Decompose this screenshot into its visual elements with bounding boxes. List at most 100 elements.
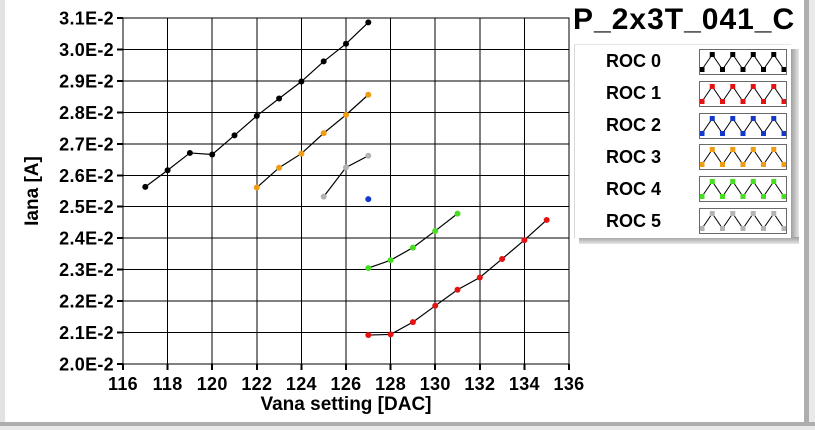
window-border-right — [804, 0, 809, 430]
data-point-roc-3 — [343, 111, 349, 118]
x-tick-label: 118 — [153, 374, 183, 394]
waveform-marker — [700, 130, 705, 136]
data-point-roc-5 — [365, 152, 372, 159]
data-point-roc-1 — [432, 302, 439, 309]
y-tick-label: 2.2E-2 — [59, 292, 114, 312]
waveform-marker — [730, 147, 736, 153]
waveform-marker — [700, 162, 705, 168]
waveform-marker — [750, 115, 756, 121]
legend-label-roc-1: ROC 1 — [606, 83, 662, 104]
roc-waveform-icon[interactable] — [699, 112, 787, 139]
roc-waveform-icon[interactable] — [699, 144, 787, 171]
waveform-marker — [740, 226, 746, 232]
data-point-roc-0 — [276, 95, 283, 102]
roc-waveform-icon[interactable] — [699, 176, 787, 203]
waveform-marker — [709, 179, 715, 185]
legend-panel-shadow-bottom — [579, 237, 799, 244]
x-tick-label: 130 — [420, 374, 451, 394]
waveform-marker — [761, 162, 766, 168]
y-tick-label: 3.1E-2 — [59, 9, 114, 29]
y-tick-label: 2.3E-2 — [59, 260, 114, 280]
waveform-marker — [709, 211, 715, 217]
data-point-roc-1 — [409, 319, 416, 326]
data-point-roc-3 — [298, 150, 305, 157]
legend-row-roc-1: ROC 1 — [575, 79, 791, 109]
waveform-marker — [709, 51, 715, 57]
waveform-marker — [709, 115, 715, 121]
legend-panel-shadow-right — [791, 49, 799, 242]
series-line-roc-3 — [256, 94, 369, 188]
waveform-marker — [720, 226, 725, 232]
waveform-marker — [781, 194, 786, 200]
x-tick-label: 134 — [509, 374, 540, 394]
waveform-marker — [761, 66, 766, 72]
plot-legend: ROC 0 ROC 1 ROC 2 ROC 3 ROC 4 ROC 5 — [574, 44, 791, 238]
waveform-marker — [750, 179, 756, 185]
data-point-roc-1 — [476, 274, 483, 281]
data-point-roc-4 — [409, 244, 416, 251]
legend-row-roc-2: ROC 2 — [575, 111, 791, 141]
waveform-marker — [781, 130, 786, 136]
y-tick-label: 2.9E-2 — [59, 71, 114, 91]
y-tick-label: 2.0E-2 — [59, 355, 114, 375]
data-point-roc-4 — [454, 210, 461, 217]
series-line-roc-4 — [368, 213, 458, 269]
x-tick-label: 122 — [241, 374, 272, 394]
legend-label-roc-2: ROC 2 — [606, 115, 662, 136]
waveform-marker — [740, 194, 746, 200]
data-point-roc-4 — [432, 227, 439, 234]
waveform-marker — [750, 211, 756, 217]
x-tick-label: 128 — [375, 374, 406, 394]
data-point-roc-0 — [142, 183, 149, 190]
graph-title: P_2x3T_041_C — [573, 3, 796, 36]
x-axis-title: Vana setting [DAC] — [260, 394, 432, 415]
window-border-left — [0, 0, 5, 430]
waveform-marker — [700, 194, 705, 200]
waveform-marker — [750, 51, 756, 57]
y-tick-label: 2.4E-2 — [59, 229, 114, 249]
data-point-roc-0 — [186, 149, 193, 156]
x-tick-label: 116 — [108, 374, 138, 394]
waveform-marker — [771, 179, 777, 185]
legend-label-roc-3: ROC 3 — [606, 146, 662, 167]
data-point-roc-0 — [320, 58, 327, 65]
data-point-roc-5 — [343, 164, 349, 171]
legend-row-roc-3: ROC 3 — [575, 142, 791, 172]
waveform-marker — [709, 147, 715, 153]
waveform-marker — [781, 162, 786, 168]
waveform-marker — [720, 66, 725, 72]
waveform-marker — [730, 51, 736, 57]
data-point-roc-0 — [253, 112, 260, 119]
waveform-marker — [761, 194, 766, 200]
roc-waveform-icon[interactable] — [699, 208, 787, 235]
data-point-roc-3 — [253, 184, 260, 191]
waveform-marker — [720, 98, 725, 104]
x-tick-label: 120 — [197, 374, 228, 394]
data-point-roc-0 — [343, 40, 349, 47]
roc-waveform-icon[interactable] — [699, 48, 787, 75]
waveform-marker — [750, 147, 756, 153]
x-tick-label: 126 — [331, 374, 362, 394]
waveform-marker — [700, 226, 705, 232]
x-tick-label: 132 — [464, 374, 495, 394]
waveform-marker — [761, 130, 766, 136]
data-point-roc-1 — [365, 332, 372, 339]
waveform-marker — [740, 162, 746, 168]
legend-row-roc-4: ROC 4 — [575, 174, 791, 204]
waveform-marker — [740, 98, 746, 104]
x-tick-label: 136 — [554, 374, 585, 394]
waveform-marker — [761, 98, 766, 104]
waveform-marker — [771, 51, 777, 57]
y-axis-title: Iana [A] — [22, 156, 43, 226]
y-tick-label: 2.6E-2 — [59, 166, 114, 186]
waveform-marker — [771, 83, 777, 89]
roc-waveform-icon[interactable] — [699, 80, 787, 107]
y-tick-label: 3.0E-2 — [59, 40, 114, 60]
y-tick-label: 2.7E-2 — [59, 134, 114, 154]
waveform-marker — [781, 98, 786, 104]
waveform-marker — [730, 115, 736, 121]
legend-row-roc-5: ROC 5 — [575, 206, 791, 236]
y-tick-label: 2.8E-2 — [59, 103, 114, 123]
